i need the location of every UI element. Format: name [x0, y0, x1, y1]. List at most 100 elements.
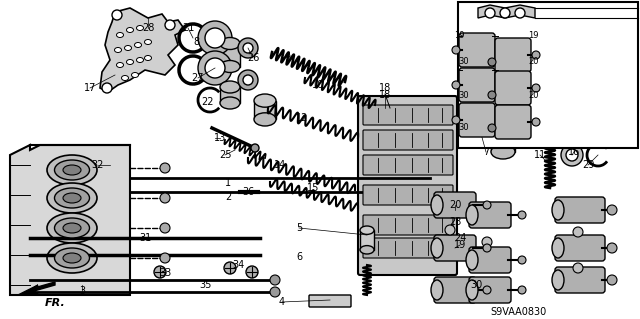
Ellipse shape	[431, 195, 443, 215]
Circle shape	[270, 287, 280, 297]
FancyBboxPatch shape	[555, 235, 605, 261]
Circle shape	[243, 43, 253, 53]
Circle shape	[607, 205, 617, 215]
Circle shape	[160, 163, 170, 173]
Circle shape	[500, 8, 510, 18]
Text: 1: 1	[225, 178, 231, 188]
Ellipse shape	[491, 145, 515, 159]
Bar	[220, 43, 240, 66]
FancyBboxPatch shape	[469, 202, 511, 228]
Ellipse shape	[254, 94, 276, 107]
Circle shape	[532, 51, 540, 59]
Ellipse shape	[136, 57, 143, 63]
FancyBboxPatch shape	[495, 38, 531, 72]
Circle shape	[483, 244, 491, 252]
Circle shape	[224, 262, 236, 274]
Ellipse shape	[220, 38, 240, 49]
Ellipse shape	[63, 223, 81, 233]
Circle shape	[251, 144, 259, 152]
Text: 20: 20	[449, 200, 461, 210]
Polygon shape	[10, 145, 130, 295]
Text: 2: 2	[225, 192, 231, 202]
FancyBboxPatch shape	[363, 105, 453, 125]
Text: 19: 19	[454, 240, 466, 250]
FancyBboxPatch shape	[363, 155, 453, 175]
Circle shape	[566, 149, 578, 161]
Ellipse shape	[47, 155, 97, 185]
Circle shape	[165, 20, 175, 30]
Circle shape	[243, 75, 253, 85]
Text: 20: 20	[529, 57, 540, 66]
Ellipse shape	[254, 113, 276, 126]
Circle shape	[518, 211, 526, 219]
Text: 14: 14	[274, 160, 286, 170]
Text: 12: 12	[296, 113, 308, 123]
FancyBboxPatch shape	[495, 71, 531, 105]
Circle shape	[445, 225, 455, 235]
FancyBboxPatch shape	[555, 267, 605, 293]
FancyBboxPatch shape	[469, 247, 511, 273]
Circle shape	[607, 275, 617, 285]
Ellipse shape	[134, 42, 141, 48]
Text: 22: 22	[202, 97, 214, 107]
Ellipse shape	[431, 280, 443, 300]
Ellipse shape	[220, 97, 240, 109]
Circle shape	[205, 58, 225, 78]
FancyBboxPatch shape	[459, 68, 495, 102]
Ellipse shape	[54, 218, 90, 238]
Bar	[360, 230, 374, 250]
Text: 35: 35	[199, 280, 211, 290]
FancyBboxPatch shape	[459, 103, 495, 137]
Polygon shape	[100, 8, 185, 92]
Text: 10: 10	[312, 80, 324, 90]
Circle shape	[466, 124, 478, 136]
Circle shape	[488, 91, 496, 99]
Text: 16: 16	[568, 147, 580, 157]
Text: 17: 17	[84, 83, 96, 93]
Circle shape	[485, 8, 495, 18]
Circle shape	[488, 124, 496, 132]
Circle shape	[483, 201, 491, 209]
Polygon shape	[18, 282, 55, 295]
Text: 15: 15	[307, 183, 319, 193]
Circle shape	[573, 263, 583, 273]
FancyBboxPatch shape	[363, 185, 453, 205]
Ellipse shape	[63, 193, 81, 203]
Text: 34: 34	[232, 260, 244, 270]
Ellipse shape	[47, 183, 97, 213]
Ellipse shape	[552, 238, 564, 258]
Text: 19: 19	[454, 31, 464, 40]
Bar	[220, 87, 240, 103]
Text: 27: 27	[192, 73, 204, 83]
Text: 18: 18	[379, 83, 391, 93]
Text: 30: 30	[459, 91, 469, 100]
Ellipse shape	[145, 40, 152, 44]
Ellipse shape	[125, 46, 131, 50]
Ellipse shape	[466, 205, 478, 225]
Text: 26: 26	[247, 53, 259, 63]
Text: 32: 32	[92, 160, 104, 170]
Bar	[458, 2, 638, 148]
Text: 30: 30	[459, 123, 469, 132]
Circle shape	[561, 144, 583, 166]
Text: 23: 23	[449, 217, 461, 227]
Ellipse shape	[47, 213, 97, 243]
Ellipse shape	[63, 165, 81, 175]
Text: 25: 25	[219, 150, 231, 160]
Ellipse shape	[466, 280, 478, 300]
Ellipse shape	[220, 81, 240, 93]
FancyBboxPatch shape	[309, 295, 351, 307]
Text: 30: 30	[470, 280, 482, 290]
Ellipse shape	[466, 250, 478, 270]
Ellipse shape	[47, 243, 97, 273]
Circle shape	[198, 21, 232, 55]
Circle shape	[515, 8, 525, 18]
Circle shape	[483, 286, 491, 294]
FancyBboxPatch shape	[495, 105, 531, 139]
Text: 29: 29	[582, 160, 594, 170]
Circle shape	[154, 266, 166, 278]
Ellipse shape	[54, 160, 90, 180]
FancyBboxPatch shape	[434, 192, 476, 218]
Ellipse shape	[360, 246, 374, 254]
Text: 9: 9	[284, 53, 290, 63]
